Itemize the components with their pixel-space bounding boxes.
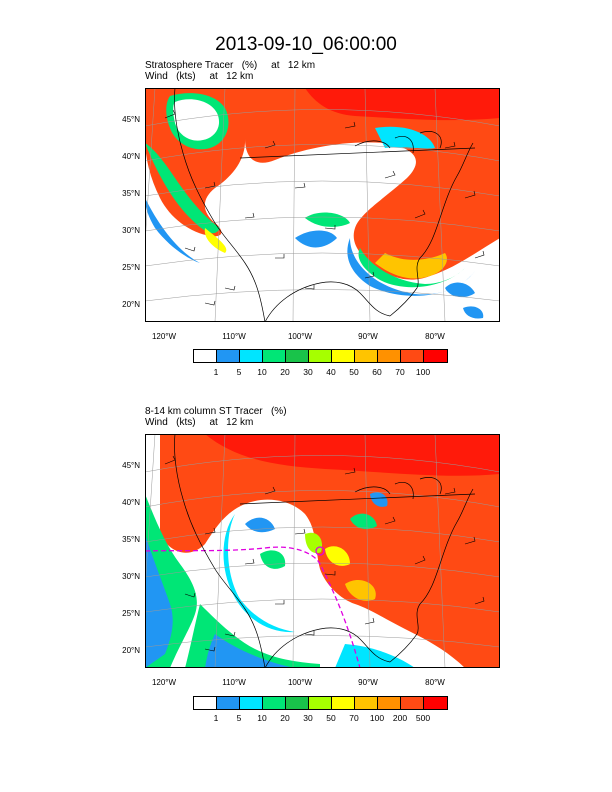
colorbar-label: 20 — [280, 367, 290, 377]
panel2-lat-20: 20°N — [122, 646, 140, 655]
colorbar-swatch — [378, 350, 401, 362]
panel1-lat-30: 30°N — [122, 226, 140, 235]
panel1-lon-110: 110°W — [222, 332, 246, 341]
panel1-colorbar — [193, 349, 448, 363]
panel1-lon-120: 120°W — [151, 332, 177, 341]
panel1-lat-40: 40°N — [122, 152, 140, 161]
colorbar-label: 100 — [369, 713, 385, 723]
panel1-lat-35: 35°N — [122, 189, 140, 198]
colorbar-label: 30 — [303, 713, 313, 723]
colorbar-label: 70 — [395, 367, 405, 377]
colorbar-swatch — [263, 697, 286, 709]
colorbar-label: 5 — [236, 713, 242, 723]
colorbar-swatch — [194, 350, 217, 362]
panel2-map — [145, 434, 500, 668]
colorbar-swatch — [263, 350, 286, 362]
colorbar-swatch — [286, 350, 309, 362]
colorbar-swatch — [378, 697, 401, 709]
colorbar-label: 20 — [280, 713, 290, 723]
panel2-title-line1: 8-14 km column ST Tracer (%) — [145, 406, 287, 417]
colorbar-label: 10 — [257, 367, 267, 377]
panel2-lat-40: 40°N — [122, 498, 140, 507]
panel2-lat-25: 25°N — [122, 609, 140, 618]
colorbar-swatch — [401, 350, 424, 362]
colorbar-swatch — [401, 697, 424, 709]
panel1-lon-90: 90°W — [358, 332, 378, 341]
panel1-title-line1: Stratosphere Tracer (%) at 12 km — [145, 60, 316, 71]
panel1-lat-45: 45°N — [122, 115, 140, 124]
panel1-lat-25: 25°N — [122, 263, 140, 272]
colorbar-label: 10 — [257, 713, 267, 723]
colorbar-swatch — [424, 697, 447, 709]
panel1-map — [145, 88, 500, 322]
colorbar-label: 70 — [349, 713, 359, 723]
colorbar-swatch — [217, 697, 240, 709]
colorbar-swatch — [355, 350, 378, 362]
panel1-lon-80: 80°W — [425, 332, 445, 341]
panel2-title-line2: Wind (kts) at 12 km — [145, 417, 254, 428]
colorbar-swatch — [286, 697, 309, 709]
page-title: 2013-09-10_06:00:00 — [215, 34, 397, 55]
panel2-lon-80: 80°W — [425, 678, 445, 687]
colorbar-label: 60 — [372, 367, 382, 377]
panel1-title-line2: Wind (kts) at 12 km — [145, 71, 254, 82]
colorbar-label: 30 — [303, 367, 313, 377]
colorbar-swatch — [240, 350, 263, 362]
panel2-lat-35: 35°N — [122, 535, 140, 544]
colorbar-swatch — [355, 697, 378, 709]
colorbar-label: 50 — [349, 367, 359, 377]
colorbar-swatch — [194, 697, 217, 709]
colorbar-label: 40 — [326, 367, 336, 377]
colorbar-label: 1 — [213, 367, 219, 377]
panel1-lon-100: 100°W — [287, 332, 313, 341]
colorbar-label: 200 — [392, 713, 408, 723]
panel2-lon-90: 90°W — [358, 678, 378, 687]
colorbar-swatch — [424, 350, 447, 362]
panel2-lat-45: 45°N — [122, 461, 140, 470]
panel2-lon-100: 100°W — [287, 678, 313, 687]
colorbar-label: 1 — [213, 713, 219, 723]
panel2-lat-30: 30°N — [122, 572, 140, 581]
panel2-lon-120: 120°W — [151, 678, 177, 687]
colorbar-label: 500 — [415, 713, 431, 723]
colorbar-label: 5 — [236, 367, 242, 377]
colorbar-swatch — [332, 697, 355, 709]
colorbar-swatch — [240, 697, 263, 709]
colorbar-swatch — [332, 350, 355, 362]
colorbar-swatch — [309, 697, 332, 709]
colorbar-label: 100 — [415, 367, 431, 377]
panel1-lat-20: 20°N — [122, 300, 140, 309]
colorbar-swatch — [217, 350, 240, 362]
colorbar-label: 50 — [326, 713, 336, 723]
panel2-colorbar — [193, 696, 448, 710]
panel2-lon-110: 110°W — [222, 678, 246, 687]
colorbar-swatch — [309, 350, 332, 362]
